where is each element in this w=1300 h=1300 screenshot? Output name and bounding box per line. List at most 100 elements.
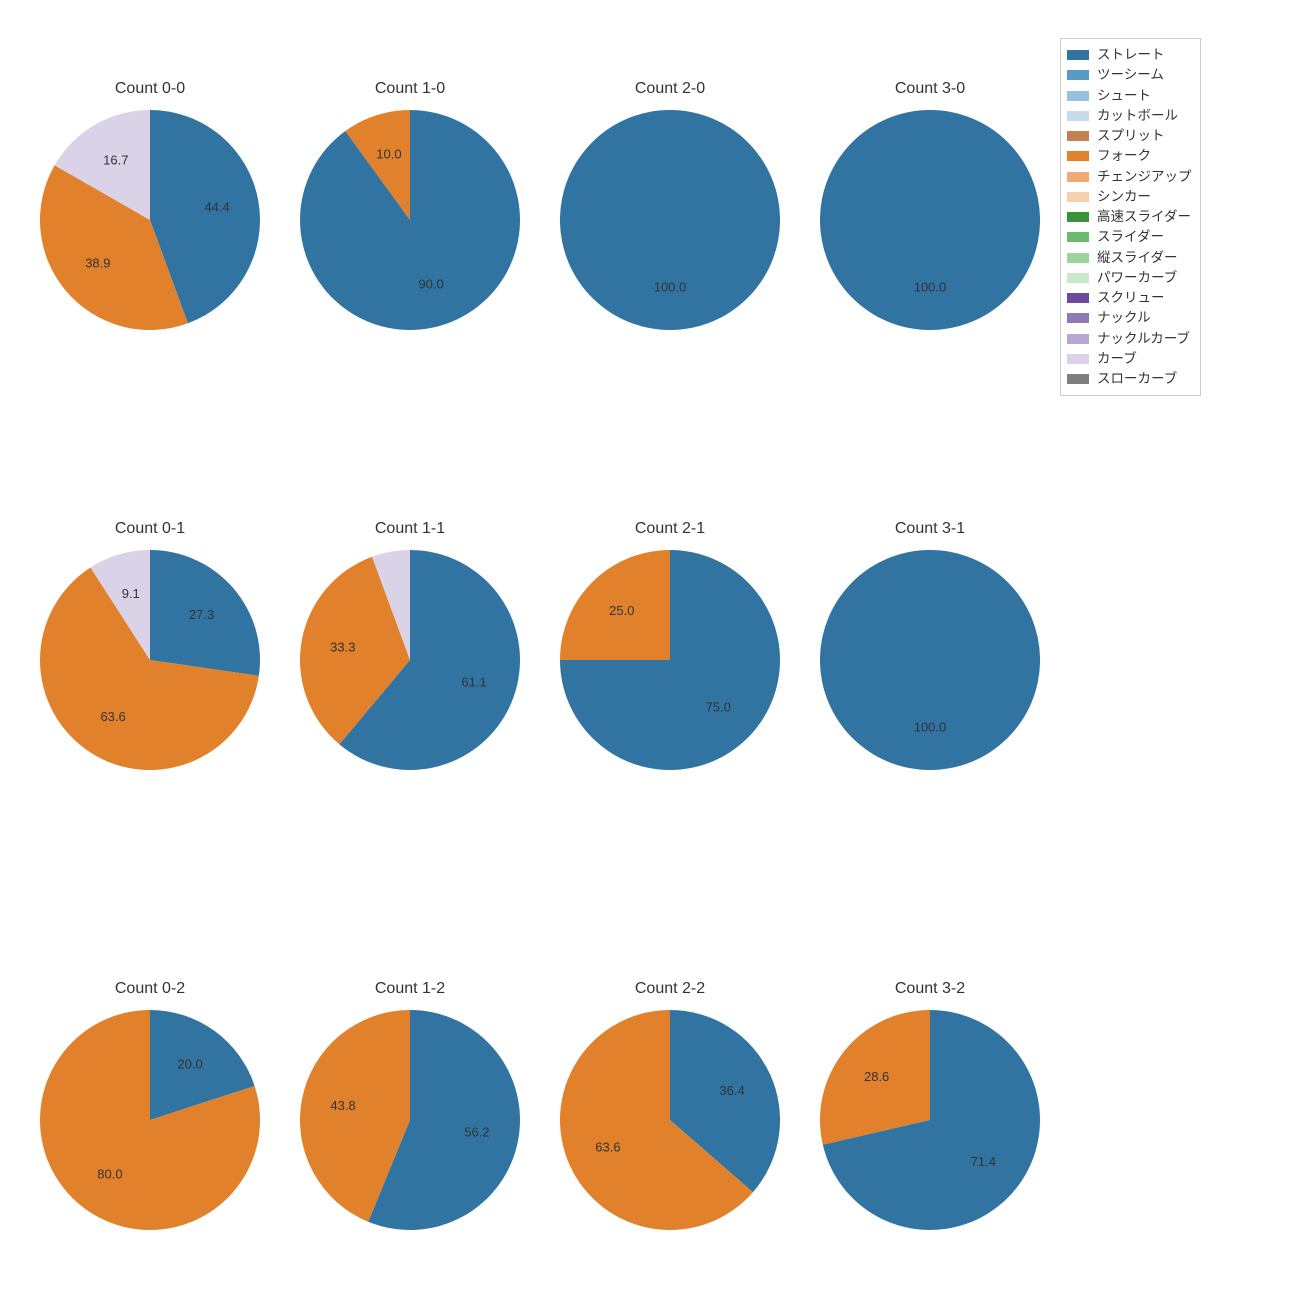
pie-svg: 90.010.0 <box>300 110 520 330</box>
legend-item: スローカーブ <box>1067 369 1192 389</box>
legend-label: カーブ <box>1097 349 1137 369</box>
pie-svg: 44.4 38.9 16.7 <box>40 110 260 330</box>
pie-slice-label: 75.0 <box>706 700 731 715</box>
pie-slice-label: 100.0 <box>914 280 947 295</box>
pie-svg: 71.4 28.6 <box>820 1010 1040 1230</box>
pie-chart: 90.010.0 <box>300 110 520 330</box>
pie-slice-label: 9.1 <box>122 586 140 601</box>
pie-svg: 36.4 63.6 <box>560 1010 780 1230</box>
pie-slice-label: 43.8 <box>330 1098 355 1113</box>
legend-swatch <box>1067 374 1089 384</box>
pie-chart: 27.363.69.1 <box>40 550 260 770</box>
pie-slice-label: 20.0 <box>177 1056 202 1071</box>
legend-label: シュート <box>1097 86 1151 106</box>
legend-item: シンカー <box>1067 187 1192 207</box>
pie-slice-label: 25.0 <box>609 603 634 618</box>
pie-slice-label: 44.4 <box>204 200 229 215</box>
legend-swatch <box>1067 151 1089 161</box>
legend-swatch <box>1067 354 1089 364</box>
pie-title: Count 2-1 <box>560 520 780 538</box>
legend-label: ツーシーム <box>1097 65 1164 85</box>
legend-item: スクリュー <box>1067 288 1192 308</box>
pie-title: Count 0-2 <box>40 980 260 998</box>
legend-swatch <box>1067 212 1089 222</box>
legend-label: スプリット <box>1097 126 1165 146</box>
legend-swatch <box>1067 232 1089 242</box>
legend-label: ストレート <box>1097 45 1165 65</box>
legend-item: スライダー <box>1067 227 1192 247</box>
legend-label: スライダー <box>1097 227 1164 247</box>
pie-title: Count 3-0 <box>820 80 1040 98</box>
pie-slice-label: 28.6 <box>864 1069 889 1084</box>
legend-item: カーブ <box>1067 349 1192 369</box>
legend-swatch <box>1067 273 1089 283</box>
pie-slice-label: 100.0 <box>654 280 687 295</box>
legend-item: チェンジアップ <box>1067 167 1192 187</box>
legend-item: スプリット <box>1067 126 1192 146</box>
pie-svg: 56.2 43.8 <box>300 1010 520 1230</box>
pie-chart: 75.0 25.0 <box>560 550 780 770</box>
legend-item: カットボール <box>1067 106 1192 126</box>
chart-grid: ストレートツーシームシュートカットボールスプリットフォークチェンジアップシンカー… <box>0 0 1300 1300</box>
legend-label: ナックルカーブ <box>1097 329 1190 349</box>
legend-swatch <box>1067 253 1089 263</box>
pie-title: Count 1-2 <box>300 980 520 998</box>
pie-chart: 100.0 <box>820 110 1040 330</box>
legend-swatch <box>1067 70 1089 80</box>
legend-item: 縦スライダー <box>1067 248 1192 268</box>
pie-svg: 61.1 33.3 <box>300 550 520 770</box>
legend-swatch <box>1067 334 1089 344</box>
pie-svg: 27.363.69.1 <box>40 550 260 770</box>
pie-title: Count 2-2 <box>560 980 780 998</box>
pie-title: Count 2-0 <box>560 80 780 98</box>
pie-slice-label: 38.9 <box>85 255 110 270</box>
pie-chart: 56.2 43.8 <box>300 1010 520 1230</box>
pie-svg: 100.0 <box>820 550 1040 770</box>
pie-slice-label: 16.7 <box>103 152 128 167</box>
pie-chart: 36.4 63.6 <box>560 1010 780 1230</box>
legend-item: 高速スライダー <box>1067 207 1192 227</box>
pie-slice-label: 71.4 <box>971 1154 996 1169</box>
legend-item: パワーカーブ <box>1067 268 1192 288</box>
pie-svg: 100.0 <box>820 110 1040 330</box>
pie-slice-label: 63.6 <box>595 1140 620 1155</box>
pie-slice <box>820 110 1040 330</box>
pie-slice <box>560 110 780 330</box>
pie-chart: 20.080.0 <box>40 1010 260 1230</box>
pie-svg: 20.080.0 <box>40 1010 260 1230</box>
legend-label: スクリュー <box>1097 288 1165 308</box>
pie-slice-label: 61.1 <box>461 675 486 690</box>
legend-label: フォーク <box>1097 146 1151 166</box>
pie-svg: 75.0 25.0 <box>560 550 780 770</box>
pie-title: Count 0-1 <box>40 520 260 538</box>
pie-title: Count 3-2 <box>820 980 1040 998</box>
legend-item: フォーク <box>1067 146 1192 166</box>
pie-chart: 61.1 33.3 <box>300 550 520 770</box>
pie-slice-label: 36.4 <box>719 1083 744 1098</box>
legend-label: ナックル <box>1097 308 1151 328</box>
legend-item: ストレート <box>1067 45 1192 65</box>
legend-label: 縦スライダー <box>1097 248 1177 268</box>
legend-swatch <box>1067 91 1089 101</box>
legend-label: パワーカーブ <box>1097 268 1177 288</box>
pie-slice-label: 63.6 <box>100 709 125 724</box>
pie-slice-label: 10.0 <box>376 147 401 162</box>
pie-chart: 100.0 <box>560 110 780 330</box>
legend-label: カットボール <box>1097 106 1178 126</box>
pie-chart: 44.4 38.9 16.7 <box>40 110 260 330</box>
legend-swatch <box>1067 293 1089 303</box>
legend-label: スローカーブ <box>1097 369 1177 389</box>
pie-slice-label: 56.2 <box>464 1125 489 1140</box>
pie-title: Count 1-0 <box>300 80 520 98</box>
pie-title: Count 1-1 <box>300 520 520 538</box>
legend-swatch <box>1067 50 1089 60</box>
pie-slice-label: 33.3 <box>330 640 355 655</box>
pie-chart: 71.4 28.6 <box>820 1010 1040 1230</box>
legend-swatch <box>1067 313 1089 323</box>
legend-swatch <box>1067 192 1089 202</box>
legend-label: シンカー <box>1097 187 1151 207</box>
pie-slice <box>820 550 1040 770</box>
pie-svg: 100.0 <box>560 110 780 330</box>
legend-swatch <box>1067 111 1089 121</box>
legend-item: ツーシーム <box>1067 65 1192 85</box>
